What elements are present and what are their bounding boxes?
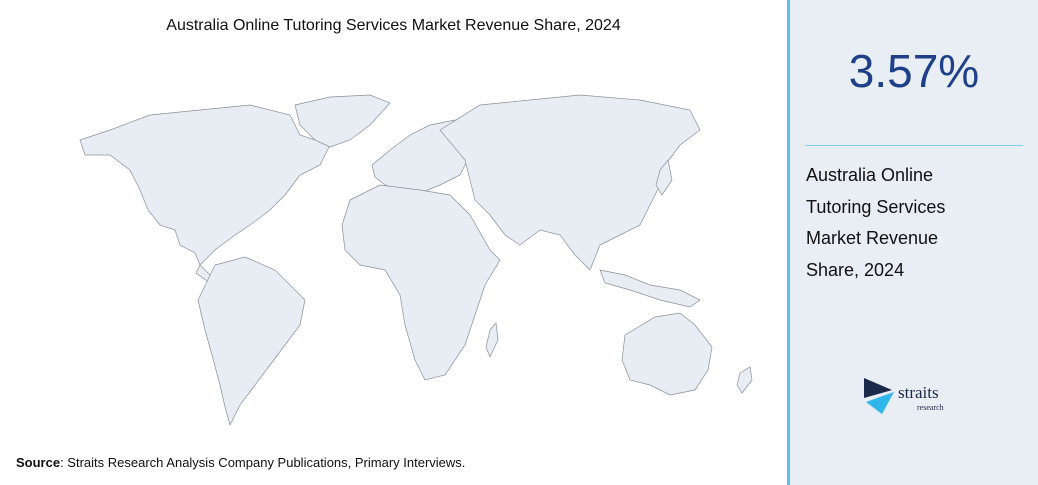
logo: straits research — [864, 378, 944, 414]
stat-value: 3.57% — [848, 45, 980, 97]
title: Australia Online Tutoring Services Marke… — [166, 17, 621, 34]
source-label: Source — [16, 455, 61, 470]
southeast-islands — [599, 269, 701, 308]
north-america — [79, 104, 331, 266]
source: Source: Straits Research Analysis Compan… — [16, 455, 465, 470]
logo-mark-dark — [864, 378, 892, 398]
japan — [655, 159, 673, 196]
asia — [439, 94, 701, 271]
new-zealand — [736, 366, 753, 394]
africa — [341, 184, 501, 381]
stat-panel: 3.57% Australia Online Tutoring Services… — [787, 0, 1038, 485]
logo-name: straits — [898, 383, 939, 402]
world-map — [79, 94, 753, 426]
logo-mark-light — [866, 392, 894, 414]
source-text: : Straits Research Analysis Company Publ… — [60, 455, 466, 470]
australia — [621, 312, 713, 396]
logo-tagline: research — [917, 403, 944, 412]
madagascar — [485, 322, 499, 358]
south-america — [197, 256, 306, 426]
greenland — [294, 94, 391, 148]
divider — [805, 145, 1023, 146]
stat-description: Australia Online Tutoring Services Marke… — [806, 165, 946, 280]
